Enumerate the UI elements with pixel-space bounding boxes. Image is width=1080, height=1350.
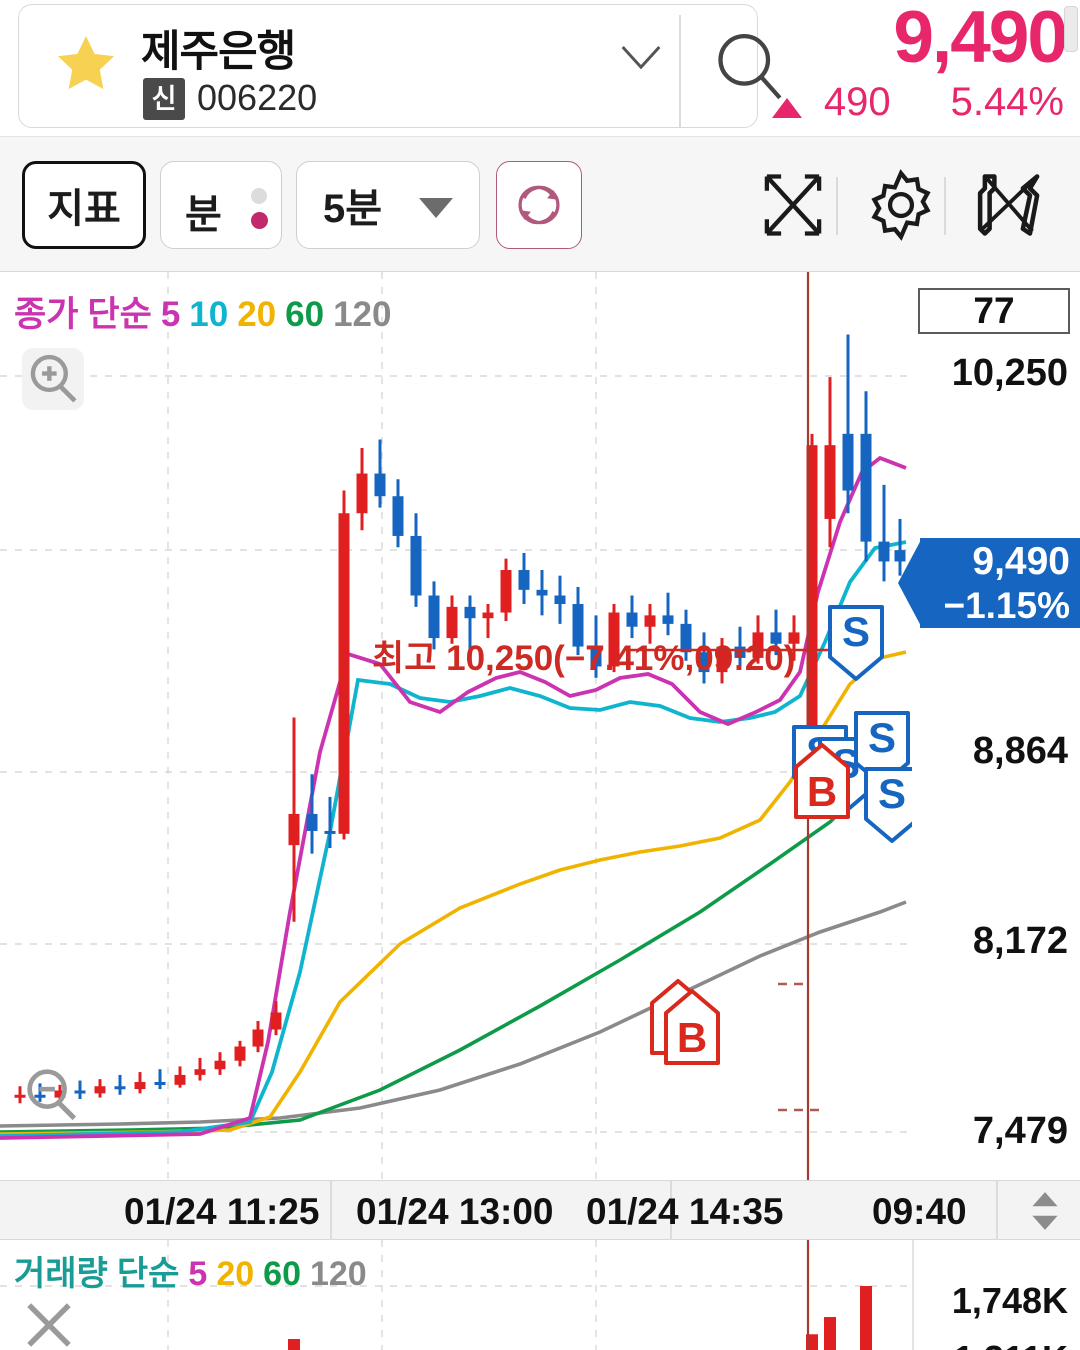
ma-5-line <box>0 455 907 1140</box>
legend-title: 거래량 <box>14 1255 108 1293</box>
current-price-badge: 9,490 −1.15% <box>920 538 1080 628</box>
change-percent: 5.44% <box>950 80 1064 124</box>
gear-icon[interactable] <box>862 167 940 243</box>
volume-canvas <box>0 1240 912 1350</box>
star-icon[interactable] <box>53 31 119 97</box>
current-price: 9,490 <box>893 0 1068 78</box>
axis-divider <box>670 1181 672 1241</box>
legend-ma-60[interactable]: 60 <box>285 295 325 334</box>
chevron-down-icon[interactable] <box>619 43 663 73</box>
legend-ma-20[interactable]: 20 <box>237 295 277 334</box>
badge-percent: −1.15% <box>943 585 1070 626</box>
triangle-up-icon <box>771 98 802 119</box>
legend-vol-60[interactable]: 60 <box>263 1255 301 1293</box>
svg-text:B: B <box>807 768 837 815</box>
ma-10-line <box>0 540 907 1138</box>
trade-markers: SSSSSBBB <box>650 605 912 1065</box>
candlestick-series <box>14 334 906 1104</box>
volume-bar-series <box>288 1286 872 1350</box>
updown-spinner-icon[interactable] <box>1022 1189 1068 1233</box>
price-legend: 종가 단순 5 10 20 60 120 <box>14 286 401 337</box>
x-axis-label: 01/24 14:35 <box>586 1191 784 1232</box>
y-axis-label: 7,479 <box>972 1110 1068 1152</box>
chart-canvas: SSSSSBBB <box>0 272 912 1180</box>
svg-text:S: S <box>878 770 906 817</box>
ma-120-line <box>0 900 907 1128</box>
legend-title: 종가 <box>14 295 79 334</box>
legend-vol-120[interactable]: 120 <box>309 1255 367 1293</box>
volume-axis-divider <box>912 1240 914 1350</box>
chart-toolbar: 지표 분 5분 <box>0 136 1080 272</box>
timeframe-label: 5분 <box>323 187 383 231</box>
legend-method: 단순 <box>87 295 152 334</box>
y-axis-label: 8,864 <box>972 730 1068 772</box>
legend-ma-5[interactable]: 5 <box>160 295 181 334</box>
volume-axis-label: 1,311K <box>954 1338 1068 1350</box>
svg-text:S: S <box>868 714 896 761</box>
tools-icon[interactable] <box>972 167 1050 243</box>
ma-20-line <box>0 650 907 1136</box>
svg-text:B: B <box>677 1014 707 1061</box>
legend-ma-10[interactable]: 10 <box>189 295 229 334</box>
high-annotation: 최고 10,250(−7.41%,09:20) <box>372 639 796 678</box>
axis-divider <box>330 1181 332 1241</box>
stock-selector[interactable]: 제주은행 신 006220 <box>18 4 782 128</box>
y-axis-label: 8,172 <box>972 920 1068 962</box>
axis-divider <box>996 1181 998 1241</box>
y-axis-label: 10,250 <box>951 352 1068 394</box>
legend-vol-20[interactable]: 20 <box>216 1255 255 1293</box>
svg-text:S: S <box>842 608 870 655</box>
volume-legend: 거래량 단순 5 20 60 120 <box>14 1246 376 1295</box>
timeframe-select[interactable]: 5분 <box>296 161 480 249</box>
refresh-icon <box>518 185 560 225</box>
toolbar-divider <box>836 177 838 235</box>
bar-count-box[interactable]: 77 <box>918 288 1070 334</box>
x-axis-label: 01/24 13:00 <box>356 1191 554 1232</box>
badge-price: 9,490 <box>972 540 1070 583</box>
zoom-out-icon[interactable] <box>18 1062 84 1128</box>
close-icon[interactable] <box>22 1298 76 1350</box>
period-type-label: 분 <box>185 193 222 237</box>
chevron-down-icon <box>419 198 453 218</box>
refresh-button[interactable] <box>496 161 582 249</box>
x-axis-label: 09:40 <box>872 1191 967 1232</box>
search-icon[interactable] <box>711 29 787 105</box>
volume-axis-label: 1,748K <box>951 1280 1068 1321</box>
price-change-row: 490 5.44% <box>771 80 1064 124</box>
indicator-button[interactable]: 지표 <box>22 161 146 249</box>
toggle-dot-active <box>251 212 268 229</box>
zoom-in-icon[interactable] <box>22 348 84 410</box>
expand-icon[interactable] <box>754 167 832 243</box>
stock-name: 제주은행 <box>141 28 296 76</box>
toggle-dot-inactive <box>251 188 267 204</box>
legend-ma-120[interactable]: 120 <box>333 295 392 334</box>
legend-method: 단순 <box>116 1255 180 1293</box>
scrollbar-thumb[interactable] <box>1064 6 1078 52</box>
credit-badge: 신 <box>143 78 185 120</box>
legend-vol-5[interactable]: 5 <box>188 1255 208 1293</box>
toolbar-divider <box>944 177 946 235</box>
period-type-button[interactable]: 분 <box>160 161 282 249</box>
x-axis[interactable]: 01/24 11:25 01/24 13:00 01/24 14:35 09:4… <box>0 1180 1080 1241</box>
price-badge-pointer <box>898 538 922 628</box>
x-axis-label: 01/24 11:25 <box>124 1191 320 1232</box>
app-header: 제주은행 신 006220 9,490 490 5.44% <box>0 0 1080 136</box>
stock-code: 006220 <box>197 77 318 118</box>
header-divider <box>679 15 681 127</box>
ma-60-line <box>0 740 908 1134</box>
change-value: 490 <box>823 80 891 124</box>
